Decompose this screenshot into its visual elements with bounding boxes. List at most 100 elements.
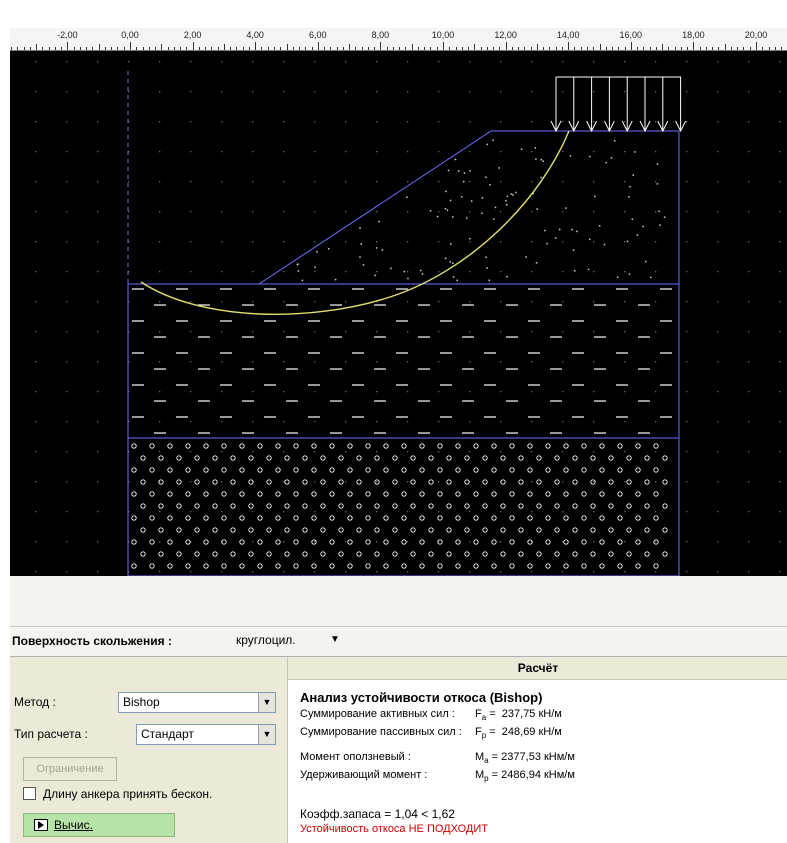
grid-dot <box>531 391 533 393</box>
grid-dot <box>190 271 192 273</box>
gravel-circle <box>428 479 434 485</box>
gravel-circle <box>527 491 533 497</box>
chevron-down-icon[interactable]: ▼ <box>330 634 340 645</box>
grid-dot <box>531 121 533 123</box>
calc-type-label: Тип расчета : <box>14 727 88 741</box>
grid-dot <box>190 301 192 303</box>
slip-surface-select[interactable]: круглоцил. ▼ <box>232 631 350 651</box>
grid-dot <box>314 331 316 333</box>
ruler-tick <box>718 47 720 50</box>
calculate-button[interactable]: Вычис. <box>23 813 175 837</box>
gravel-circle <box>185 539 191 545</box>
method-select[interactable]: Bishop ▼ <box>118 692 276 713</box>
chevron-down-icon[interactable]: ▼ <box>258 725 275 744</box>
grid-dot <box>407 241 409 243</box>
grid-dot <box>593 481 595 483</box>
grid-dot <box>314 511 316 513</box>
soil-dot <box>375 247 378 249</box>
gravel-circle <box>410 527 416 533</box>
grid-dot <box>376 181 378 183</box>
soil-dot <box>588 238 591 241</box>
method-value: Bishop <box>123 695 160 709</box>
grid-dot <box>190 331 192 333</box>
ruler-tick <box>255 42 257 50</box>
soil-dot <box>429 209 432 212</box>
ruler-tick <box>662 44 664 50</box>
gravel-circle <box>572 551 578 557</box>
chevron-down-icon[interactable]: ▼ <box>258 693 275 712</box>
soil-dot <box>314 266 316 268</box>
ruler-tick <box>42 47 44 50</box>
grid-dot <box>221 91 223 93</box>
ruler-tick <box>568 42 570 50</box>
grid-dot <box>531 211 533 213</box>
grid-dot <box>438 271 440 273</box>
grid-dot <box>66 211 68 213</box>
grid-dot <box>779 331 781 333</box>
grid-dot <box>562 61 564 63</box>
grid-dot <box>376 91 378 93</box>
limit-button[interactable]: Ограничение <box>23 757 117 781</box>
grid-dot <box>562 271 564 273</box>
grid-dot <box>500 151 502 153</box>
ruler-tick <box>749 47 751 50</box>
gravel-circle <box>158 455 164 461</box>
gravel-circle <box>338 479 344 485</box>
grid-dot <box>748 271 750 273</box>
grid-dot <box>717 511 719 513</box>
gravel-circle <box>581 443 587 449</box>
grid-dot <box>593 181 595 183</box>
grid-dot <box>159 61 161 63</box>
gravel-circle <box>167 563 173 569</box>
gravel-circle <box>527 515 533 521</box>
grid-dot <box>531 511 533 513</box>
gravel-circle <box>167 467 173 473</box>
gravel-circle <box>131 515 137 521</box>
calculate-button-label: Вычис. <box>54 818 93 832</box>
anchor-length-option[interactable]: Длину анкера принять бескон. <box>23 787 212 801</box>
gravel-circle <box>167 491 173 497</box>
anchor-length-checkbox[interactable] <box>23 787 36 800</box>
gravel-circle <box>590 455 596 461</box>
grid-dot <box>500 451 502 453</box>
grid-dot <box>35 301 37 303</box>
grid-dot <box>345 331 347 333</box>
gravel-circle <box>464 455 470 461</box>
gravel-circle <box>365 515 371 521</box>
drawing-canvas[interactable] <box>10 51 787 576</box>
ruler-tick <box>599 44 601 50</box>
grid-dot <box>35 331 37 333</box>
grid-dot <box>407 151 409 153</box>
grid-dot <box>159 301 161 303</box>
soil-dot <box>512 194 514 196</box>
ruler-tick <box>756 42 757 50</box>
grid-dot <box>779 421 781 423</box>
grid-dot <box>624 421 626 423</box>
grid-dot <box>779 211 781 213</box>
grid-dot <box>345 151 347 153</box>
calc-type-select[interactable]: Стандарт ▼ <box>136 724 276 745</box>
gravel-circle <box>473 491 479 497</box>
gravel-circle <box>653 563 659 569</box>
sliding-moment-value: Ma = 2377,53 кНм/м <box>475 751 575 766</box>
grid-dot <box>407 61 409 63</box>
grid-dot <box>221 511 223 513</box>
grid-dot <box>35 481 37 483</box>
ruler-tick <box>536 44 538 50</box>
gravel-circle <box>482 479 488 485</box>
grid-dot <box>376 511 378 513</box>
load-arrow-head <box>586 120 598 133</box>
gravel-circle <box>563 563 569 569</box>
ruler-tick <box>286 44 288 50</box>
grid-dot <box>345 481 347 483</box>
ruler-tick <box>505 42 507 50</box>
grid-dot <box>748 241 750 243</box>
grid-dot <box>438 301 440 303</box>
grid-dot <box>438 421 440 423</box>
ruler-tick <box>148 47 150 50</box>
grid-dot <box>128 481 130 483</box>
grid-dot <box>500 211 502 213</box>
ruler-tick <box>361 47 363 50</box>
gravel-circle <box>527 563 533 569</box>
soil-dot <box>558 228 561 231</box>
